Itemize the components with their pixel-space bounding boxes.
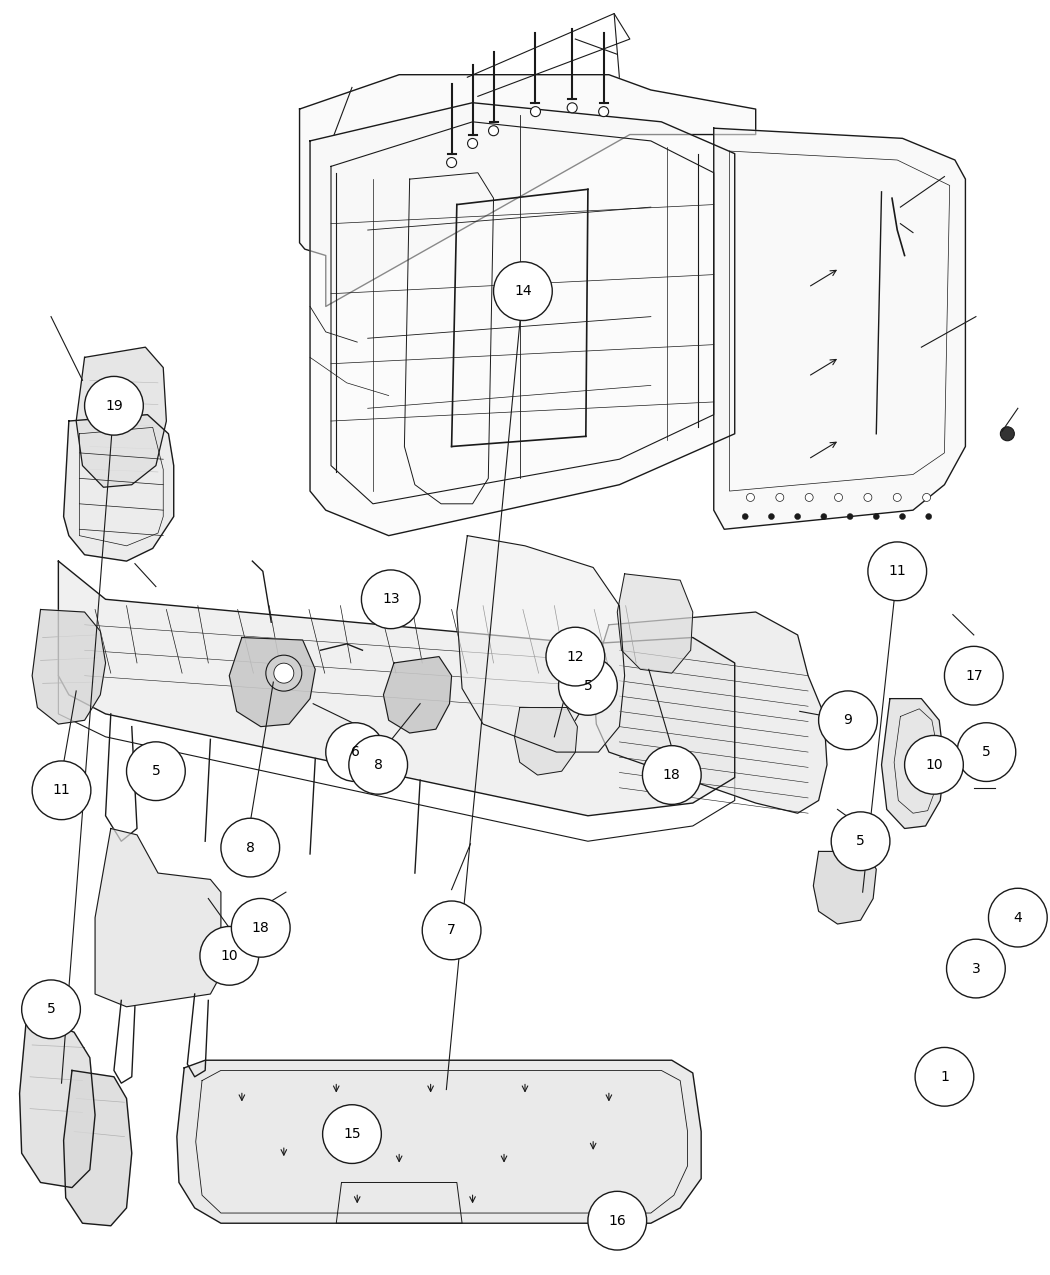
Text: 5: 5: [856, 834, 865, 848]
Polygon shape: [64, 414, 173, 561]
Circle shape: [200, 927, 258, 986]
Circle shape: [894, 493, 901, 501]
Polygon shape: [20, 1014, 96, 1187]
Polygon shape: [814, 852, 877, 924]
Polygon shape: [457, 536, 625, 752]
Text: 13: 13: [382, 593, 400, 607]
Circle shape: [923, 493, 930, 501]
Text: 5: 5: [151, 764, 161, 778]
Circle shape: [864, 493, 872, 501]
Polygon shape: [514, 708, 578, 775]
Circle shape: [266, 655, 301, 691]
Circle shape: [467, 139, 478, 148]
Text: 10: 10: [925, 757, 943, 771]
Circle shape: [905, 736, 963, 794]
Circle shape: [422, 901, 481, 960]
Circle shape: [946, 940, 1005, 998]
Text: 4: 4: [1013, 910, 1023, 924]
Circle shape: [322, 1104, 381, 1164]
Polygon shape: [310, 103, 735, 536]
Text: 5: 5: [46, 1002, 56, 1016]
Text: 1: 1: [940, 1070, 949, 1084]
Text: 7: 7: [447, 923, 456, 937]
Polygon shape: [96, 829, 220, 1007]
Text: 8: 8: [246, 840, 255, 854]
Circle shape: [598, 107, 609, 116]
Circle shape: [349, 736, 407, 794]
Text: 6: 6: [351, 745, 359, 759]
Circle shape: [835, 493, 842, 501]
Text: 5: 5: [584, 678, 592, 692]
Circle shape: [326, 723, 384, 782]
Circle shape: [494, 261, 552, 320]
Circle shape: [1001, 427, 1014, 441]
Text: 11: 11: [52, 783, 70, 797]
Polygon shape: [299, 75, 756, 306]
Text: 18: 18: [252, 921, 270, 935]
Text: 18: 18: [663, 768, 680, 782]
Circle shape: [588, 1191, 647, 1250]
Circle shape: [446, 158, 457, 167]
Circle shape: [22, 980, 81, 1039]
Text: 10: 10: [220, 949, 238, 963]
Circle shape: [795, 514, 801, 519]
Circle shape: [821, 514, 826, 519]
Text: 15: 15: [343, 1127, 361, 1141]
Text: 17: 17: [965, 668, 983, 682]
Circle shape: [874, 514, 879, 519]
Text: 16: 16: [608, 1214, 626, 1228]
Text: 3: 3: [971, 961, 981, 975]
Circle shape: [231, 899, 290, 958]
Circle shape: [832, 812, 890, 871]
Circle shape: [530, 107, 541, 116]
Circle shape: [747, 493, 755, 501]
Circle shape: [33, 761, 91, 820]
Polygon shape: [383, 657, 452, 733]
Circle shape: [957, 723, 1015, 782]
Polygon shape: [617, 574, 693, 673]
Polygon shape: [229, 638, 315, 727]
Circle shape: [900, 514, 905, 519]
Circle shape: [776, 493, 783, 501]
Circle shape: [559, 657, 617, 715]
Circle shape: [868, 542, 926, 601]
Circle shape: [805, 493, 813, 501]
Text: 19: 19: [105, 399, 123, 413]
Circle shape: [361, 570, 420, 629]
Circle shape: [916, 1048, 973, 1107]
Circle shape: [220, 819, 279, 877]
Polygon shape: [77, 347, 166, 487]
Circle shape: [988, 889, 1047, 947]
Text: 14: 14: [514, 284, 531, 298]
Polygon shape: [593, 612, 827, 813]
Polygon shape: [882, 699, 944, 829]
Polygon shape: [33, 609, 106, 724]
Circle shape: [643, 746, 701, 805]
Polygon shape: [176, 1061, 701, 1223]
Text: 12: 12: [567, 649, 584, 663]
Polygon shape: [64, 1071, 131, 1225]
Circle shape: [546, 627, 605, 686]
Circle shape: [847, 514, 853, 519]
Circle shape: [769, 514, 775, 519]
Circle shape: [274, 663, 294, 683]
Polygon shape: [714, 129, 965, 529]
Circle shape: [488, 126, 499, 135]
Circle shape: [819, 691, 878, 750]
Text: 5: 5: [982, 745, 991, 759]
Polygon shape: [59, 561, 735, 816]
Circle shape: [944, 646, 1003, 705]
Circle shape: [742, 514, 749, 519]
Circle shape: [926, 514, 931, 519]
Text: 8: 8: [374, 757, 382, 771]
Circle shape: [85, 376, 143, 435]
Circle shape: [567, 103, 578, 112]
Text: 9: 9: [843, 713, 853, 727]
Text: 11: 11: [888, 565, 906, 579]
Circle shape: [127, 742, 185, 801]
